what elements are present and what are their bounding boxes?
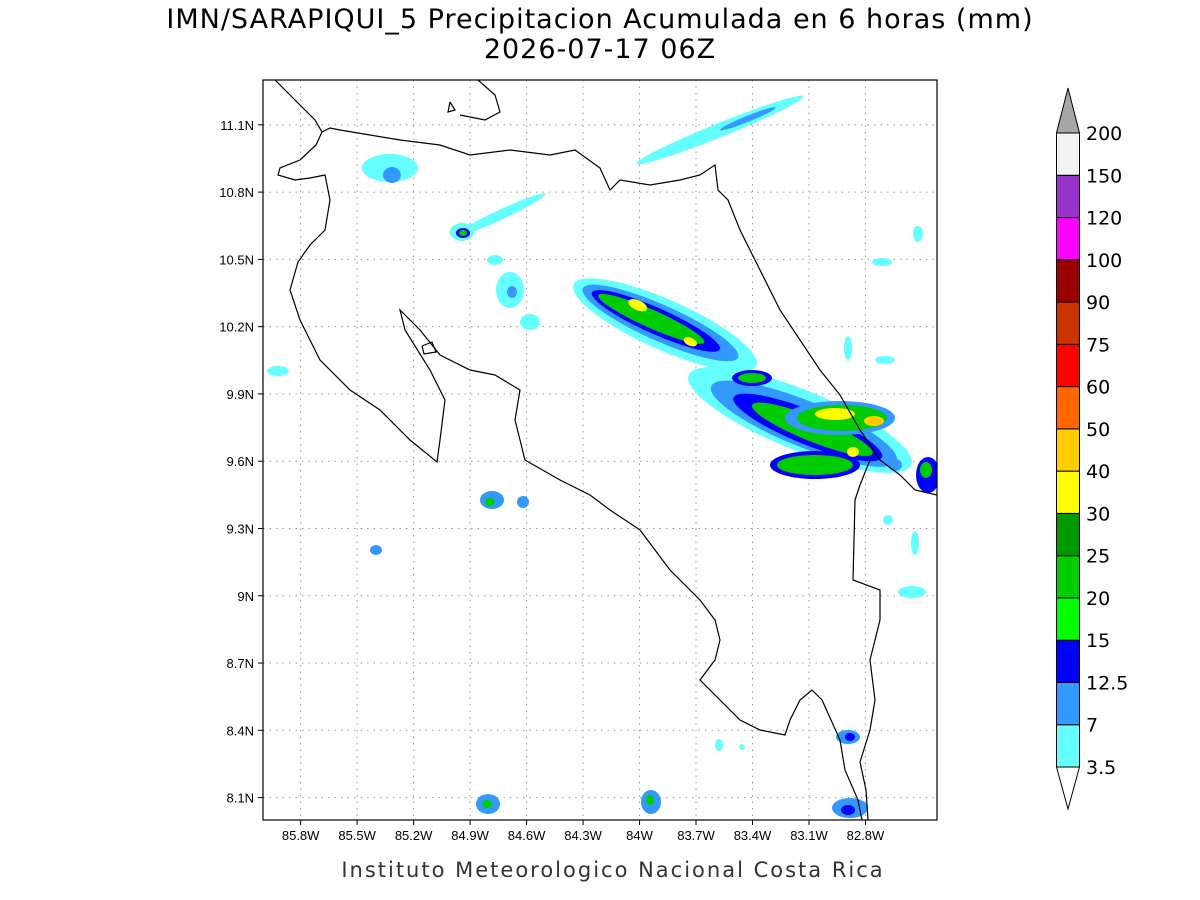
x-tick-label: 84W bbox=[626, 828, 653, 843]
colorbar-box bbox=[1056, 512, 1080, 557]
coastline bbox=[274, 80, 937, 820]
colorbar-box bbox=[1056, 132, 1080, 176]
subtitle: 2026-07-17 06Z bbox=[484, 34, 716, 65]
colorbar-box bbox=[1056, 724, 1080, 768]
x-tick-label: 83.1W bbox=[790, 828, 828, 843]
colorbar-box bbox=[1056, 386, 1080, 430]
footer: Instituto Meteorologico Nacional Costa R… bbox=[341, 858, 884, 882]
colorbar-label: 7 bbox=[1086, 715, 1098, 737]
colorbar-box bbox=[1056, 217, 1080, 261]
colorbar: 3.5 7 12.5 15 20 25 30 40 50 60 75 90 100 120 150 200 bbox=[1055, 87, 1128, 811]
colorbar-label: 3.5 bbox=[1086, 757, 1116, 779]
x-tick-label: 82.8W bbox=[847, 828, 885, 843]
colorbar-label: 60 bbox=[1086, 377, 1110, 399]
colorbar-label: 90 bbox=[1086, 292, 1110, 314]
x-tick-label: 84.9W bbox=[451, 828, 489, 843]
x-tick-label: 83.4W bbox=[734, 828, 772, 843]
x-tick-label: 85.2W bbox=[395, 828, 433, 843]
colorbar-label: 120 bbox=[1086, 208, 1122, 230]
colorbar-over bbox=[1055, 87, 1081, 134]
y-tick-label: 8.1N bbox=[227, 791, 254, 806]
y-tick-label: 10.8N bbox=[219, 185, 254, 200]
colorbar-box bbox=[1056, 639, 1080, 683]
colorbar-label: 15 bbox=[1086, 630, 1110, 652]
colorbar-box bbox=[1056, 681, 1080, 726]
title: IMN/SARAPIQUI_5 Precipitacion Acumulada … bbox=[166, 4, 1033, 35]
y-tick-label: 9.9N bbox=[227, 387, 254, 402]
y-tick-label: 10.2N bbox=[219, 320, 254, 335]
map-frame bbox=[262, 79, 938, 821]
precipitation bbox=[267, 95, 937, 818]
colorbar-label: 25 bbox=[1086, 546, 1110, 568]
colorbar-box bbox=[1056, 428, 1080, 472]
y-tick-label: 8.4N bbox=[227, 723, 254, 738]
x-tick-label: 84.3W bbox=[564, 828, 602, 843]
colorbar-label: 200 bbox=[1086, 123, 1122, 145]
ticks: 85.8W 85.5W 85.2W 84.9W 84.6W 84.3W 84W 83.7W 83… bbox=[219, 118, 885, 843]
x-tick-label: 85.5W bbox=[338, 828, 376, 843]
y-tick-label: 9N bbox=[237, 589, 254, 604]
y-tick-label: 8.7N bbox=[227, 656, 254, 671]
colorbar-box bbox=[1056, 343, 1080, 388]
y-tick-label: 11.1N bbox=[220, 118, 254, 133]
colorbar-label: 150 bbox=[1086, 165, 1122, 187]
y-tick-label: 9.3N bbox=[227, 521, 254, 536]
colorbar-box bbox=[1056, 597, 1080, 641]
colorbar-label: 100 bbox=[1086, 250, 1122, 272]
colorbar-label: 75 bbox=[1086, 334, 1110, 356]
colorbar-under bbox=[1055, 766, 1081, 811]
y-tick-label: 9.6N bbox=[227, 454, 254, 469]
colorbar-label: 30 bbox=[1086, 503, 1110, 525]
colorbar-label: 50 bbox=[1086, 419, 1110, 441]
colorbar-box bbox=[1056, 555, 1080, 599]
colorbar-label: 20 bbox=[1086, 588, 1110, 610]
y-tick-label: 10.5N bbox=[219, 252, 254, 267]
colorbar-box bbox=[1056, 259, 1080, 303]
x-tick-label: 83.7W bbox=[677, 828, 715, 843]
colorbar-label: 12.5 bbox=[1086, 672, 1128, 694]
colorbar-box bbox=[1056, 174, 1080, 219]
colorbar-label: 40 bbox=[1086, 461, 1110, 483]
colorbar-box bbox=[1056, 301, 1080, 345]
colorbar-box bbox=[1056, 470, 1080, 514]
x-tick-label: 84.6W bbox=[508, 828, 546, 843]
x-tick-label: 85.8W bbox=[282, 828, 320, 843]
